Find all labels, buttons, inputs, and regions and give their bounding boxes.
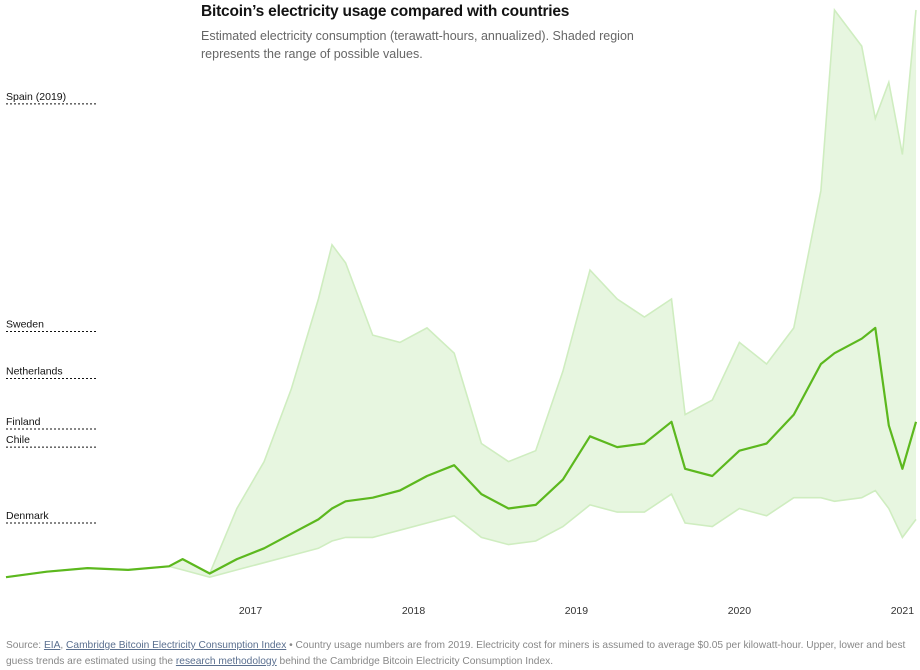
footer-note-part1: Country usage numbers are from 2019. Ele… [6, 640, 906, 667]
footer-bullet: • [286, 640, 296, 651]
chart-subtitle: Estimated electricity consumption (teraw… [201, 29, 634, 61]
x-tick-2018: 2018 [402, 605, 426, 617]
x-tick-2020: 2020 [728, 605, 752, 617]
country-label-finland: Finland [6, 416, 41, 428]
best-guess-layer [5, 326, 918, 579]
x-tick-2017: 2017 [239, 605, 263, 617]
footer-note: Source: EIA, Cambridge Bitcoin Electrici… [6, 638, 906, 670]
country-label-sweden: Sweden [6, 319, 44, 331]
chart: Spain (2019) Sweden Netherlands Finland Chil… [5, 7, 918, 617]
x-tick-2019: 2019 [565, 605, 589, 617]
country-label-spain-2019: Spain (2019) [6, 91, 66, 103]
country-label-denmark: Denmark [6, 510, 49, 522]
range-band [6, 10, 916, 578]
x-tick-2021: 2021 [891, 605, 915, 617]
best-guess-line [5, 326, 918, 579]
chart-title: Bitcoin’s electricity usage compared wit… [201, 3, 570, 20]
cambridge-index-link[interactable]: Cambridge Bitcoin Electricity Consumptio… [66, 640, 287, 651]
footer-note-part2: behind the Cambridge Bitcoin Electricity… [276, 656, 554, 667]
research-methodology-link[interactable]: research methodology [175, 656, 277, 667]
range-band-layer [5, 7, 917, 579]
lower-bound-line [5, 489, 917, 579]
eia-link[interactable]: EIA [43, 640, 61, 651]
source-separator: , [60, 640, 67, 651]
source-prefix: Source: [6, 640, 44, 651]
country-label-chile: Chile [6, 434, 30, 446]
country-label-netherlands: Netherlands [6, 366, 63, 378]
country-reference-layer: Spain (2019) Sweden Netherlands Finland Chil… [6, 91, 98, 524]
x-axis-ticks: 2017 2018 2019 2020 2021 [239, 605, 914, 617]
